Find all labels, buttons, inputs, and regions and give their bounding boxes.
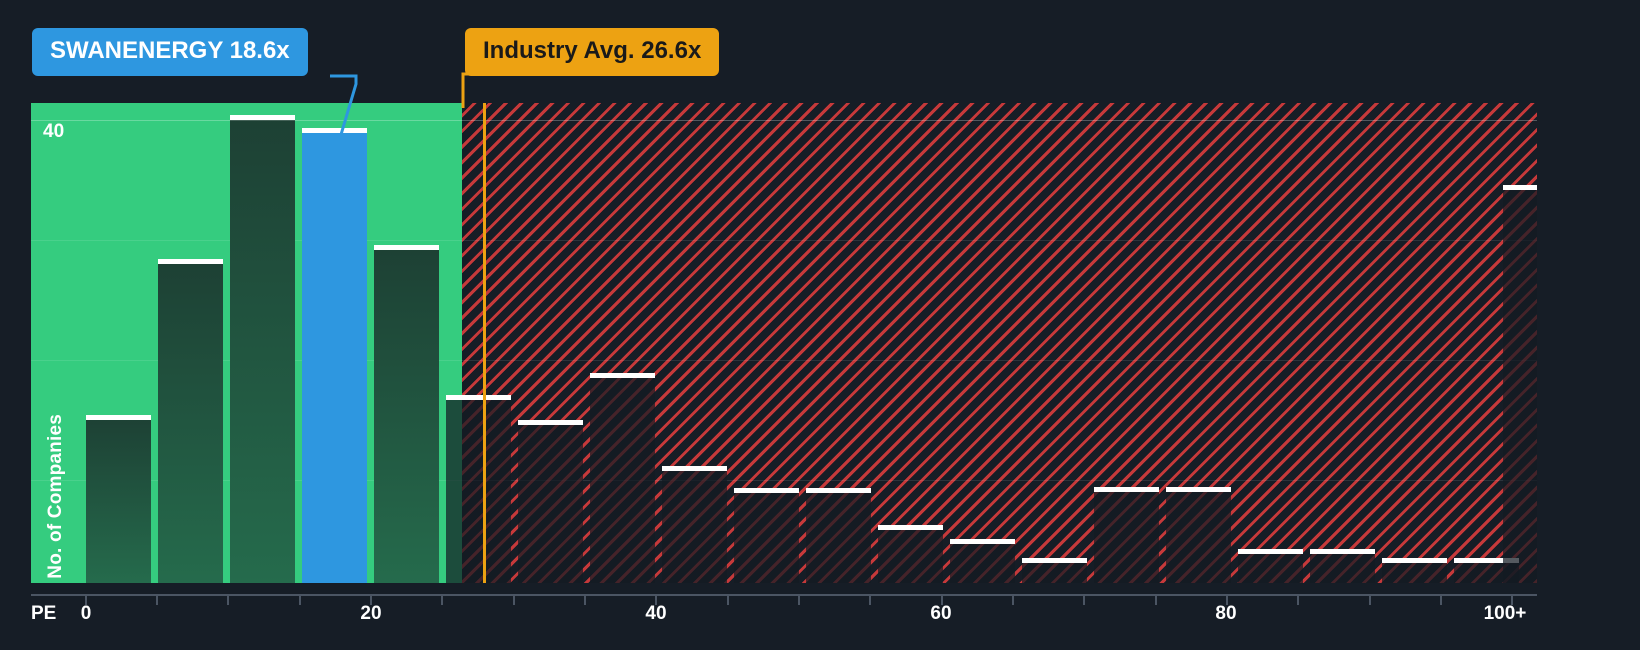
bar-cap [1094,487,1159,492]
x-tick-95 [1440,594,1442,605]
bar-cap [1503,185,1537,190]
bar-cap [230,115,295,120]
x-tick-100 [1511,594,1513,605]
x-tick-15 [299,594,301,605]
gridline-40 [31,120,1537,121]
bar-cap [302,128,367,133]
bar-5-10[interactable] [158,259,223,583]
x-tick-50 [798,594,800,605]
bar-cap [662,466,727,471]
axis-40-line [31,120,1537,121]
x-tick-85 [1297,594,1299,605]
bar-cap [158,259,223,264]
bar-80-85[interactable] [1238,549,1303,583]
x-tick-20 [370,594,372,605]
bar-cap [1166,487,1231,492]
bar-cap [1382,558,1447,563]
gridline-10 [31,480,1537,481]
bar-30-35[interactable] [518,420,583,583]
x-tick-80 [1226,594,1228,605]
bar-90-95[interactable] [1382,558,1447,583]
bar-cap [878,525,943,530]
bar-25-30[interactable] [446,395,511,583]
bar-100-plus[interactable] [1503,185,1537,583]
bar-cap [590,373,655,378]
x-tick-40 [655,594,657,605]
x-tick-10 [227,594,229,605]
gridline-20 [31,360,1537,361]
x-label-0: 0 [80,603,92,624]
x-label-20: 20 [360,603,382,624]
gridline-30 [31,240,1537,241]
bar-60-65[interactable] [950,539,1015,583]
bar-35-40[interactable] [590,373,655,583]
x-tick-65 [1012,594,1014,605]
bar-70-75[interactable] [1094,487,1159,583]
bar-cap [518,420,583,425]
plot-area: 40 No. of Companies [31,103,1537,583]
x-tick-30 [513,594,515,605]
company-pe-callout-label: SWANENERGY 18.6x [50,37,290,64]
x-label-100plus: 100+ [1483,603,1527,624]
x-label-80: 80 [1215,603,1237,624]
x-label-60: 60 [930,603,952,624]
bar-40-45[interactable] [662,466,727,583]
x-tick-90 [1369,594,1371,605]
industry-average-line [483,103,486,583]
x-tick-35 [584,594,586,605]
bar-55-60[interactable] [878,525,943,583]
bar-cap [734,488,799,493]
bar-15-20-highlight[interactable] [302,128,367,583]
bar-85-90[interactable] [1310,549,1375,583]
y-axis-label: No. of Companies [45,414,66,579]
company-pe-callout[interactable]: SWANENERGY 18.6x [32,28,308,76]
bar-50-55[interactable] [806,488,871,583]
bar-45-50[interactable] [734,488,799,583]
bar-75-80[interactable] [1166,487,1231,583]
bar-cap [86,415,151,420]
bar-cap [1454,558,1519,563]
x-tick-60 [941,594,943,605]
x-axis-prefix-label: PE [31,603,57,624]
bar-cap [446,395,511,400]
bar-65-70[interactable] [1022,558,1087,583]
bar-cap [1310,549,1375,554]
x-axis-line [31,594,1537,596]
bar-20-25[interactable] [374,245,439,583]
industry-pe-callout-label: Industry Avg. 26.6x [483,37,702,64]
y-tick-40: 40 [43,121,65,142]
bar-cap [950,539,1015,544]
x-tick-70 [1083,594,1085,605]
x-tick-55 [869,594,871,605]
x-label-40: 40 [645,603,667,624]
x-tick-0 [85,594,87,605]
bar-cap [806,488,871,493]
overvalued-zone-hatched [462,103,1537,583]
x-tick-45 [727,594,729,605]
x-tick-5 [156,594,158,605]
bar-10-15[interactable] [230,115,295,583]
bar-cap [1238,549,1303,554]
bar-0-5[interactable] [86,415,151,583]
x-tick-75 [1155,594,1157,605]
company-callout-tail [330,74,358,139]
industry-callout-tail [461,72,485,108]
industry-pe-callout[interactable]: Industry Avg. 26.6x [465,28,720,76]
x-tick-25 [441,594,443,605]
bar-cap [374,245,439,250]
bar-cap [1022,558,1087,563]
